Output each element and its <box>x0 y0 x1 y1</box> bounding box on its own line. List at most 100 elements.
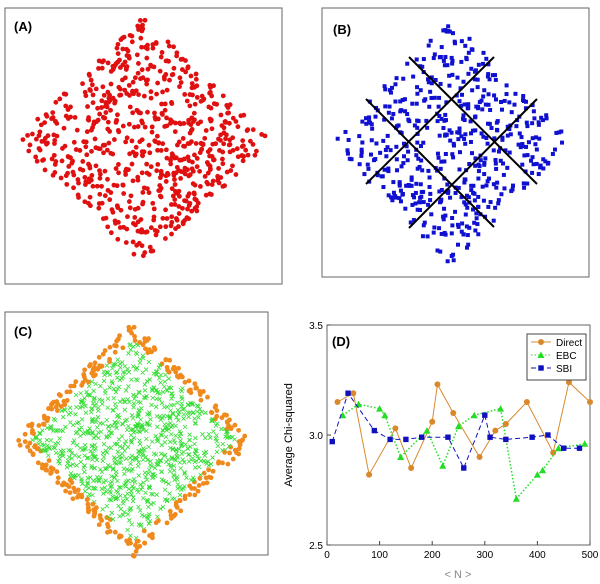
interior-point <box>122 370 128 375</box>
data-point <box>505 133 510 138</box>
data-point <box>409 183 414 188</box>
interior-point <box>174 474 180 480</box>
interior-point <box>136 489 141 495</box>
data-point <box>20 137 26 142</box>
interior-point <box>160 389 166 395</box>
data-point <box>383 147 388 152</box>
data-point <box>140 199 146 205</box>
data-point <box>155 147 160 153</box>
interior-point <box>115 449 121 455</box>
interior-point <box>37 431 42 436</box>
data-point <box>62 143 68 149</box>
data-point <box>36 146 42 151</box>
data-point <box>89 148 94 154</box>
data-point <box>125 48 131 54</box>
data-point <box>493 97 498 102</box>
boundary-point <box>107 529 113 534</box>
interior-point <box>79 476 84 482</box>
data-point <box>443 213 448 218</box>
data-point <box>413 190 418 195</box>
data-point <box>389 85 394 90</box>
data-point <box>153 139 158 144</box>
data-point <box>543 159 548 164</box>
interior-point <box>194 458 199 464</box>
data-point <box>443 133 448 138</box>
data-point <box>162 124 168 129</box>
interior-point <box>202 453 208 458</box>
boundary-point <box>137 340 143 345</box>
interior-point <box>67 454 72 460</box>
data-point <box>239 144 245 149</box>
data-point <box>467 162 472 167</box>
data-point <box>185 65 191 71</box>
boundary-point <box>58 404 64 409</box>
series-line <box>342 403 585 501</box>
data-point <box>503 148 508 153</box>
data-point <box>408 220 413 225</box>
boundary-point <box>118 533 124 539</box>
interior-point <box>131 392 136 398</box>
data-point <box>387 88 392 93</box>
interior-point <box>117 456 123 461</box>
data-point <box>30 131 35 137</box>
data-point <box>137 139 143 145</box>
data-point <box>169 99 174 105</box>
data-point <box>486 72 491 77</box>
interior-point <box>89 443 95 449</box>
data-point <box>168 161 174 167</box>
interior-point <box>134 456 140 462</box>
interior-point <box>102 372 107 378</box>
data-point <box>245 152 251 158</box>
interior-point <box>214 449 220 455</box>
interior-point <box>98 383 103 389</box>
data-point <box>466 242 471 247</box>
data-point <box>93 163 99 169</box>
data-point <box>425 234 430 239</box>
interior-point <box>101 480 106 485</box>
interior-point <box>168 408 173 413</box>
boundary-point <box>58 393 63 398</box>
data-point <box>113 120 119 125</box>
data-point <box>405 112 410 117</box>
data-point <box>534 161 539 166</box>
data-point <box>63 103 69 109</box>
data-point <box>220 161 226 167</box>
interior-point <box>180 407 186 412</box>
boundary-point <box>22 431 28 437</box>
data-point <box>52 118 58 124</box>
data-point <box>194 83 200 89</box>
data-point <box>513 91 518 96</box>
data-point <box>416 119 421 124</box>
data-point <box>537 136 542 141</box>
data-point <box>86 161 91 167</box>
interior-point <box>128 347 134 352</box>
data-point <box>447 83 452 88</box>
data-point <box>459 39 464 44</box>
data-point <box>455 222 460 227</box>
data-point <box>486 92 491 97</box>
interior-point <box>96 435 101 441</box>
marker-ebc <box>439 462 447 469</box>
partition-line <box>365 98 495 228</box>
interior-point <box>55 440 61 446</box>
data-point <box>443 28 448 33</box>
interior-point <box>101 378 107 384</box>
interior-point <box>162 452 168 458</box>
data-point <box>108 107 113 113</box>
data-point <box>240 158 246 164</box>
interior-point <box>108 480 113 486</box>
data-point <box>426 168 431 173</box>
data-point <box>145 109 150 115</box>
interior-point <box>153 433 158 439</box>
interior-point <box>78 391 84 396</box>
interior-point <box>74 442 80 448</box>
data-point <box>188 73 194 79</box>
boundary-point <box>61 480 67 486</box>
interior-point <box>73 412 78 417</box>
data-point <box>485 74 490 79</box>
data-point <box>71 185 76 191</box>
data-point <box>124 65 129 71</box>
data-point <box>456 130 461 135</box>
panel-a-frame <box>4 7 283 285</box>
data-point <box>96 146 101 151</box>
